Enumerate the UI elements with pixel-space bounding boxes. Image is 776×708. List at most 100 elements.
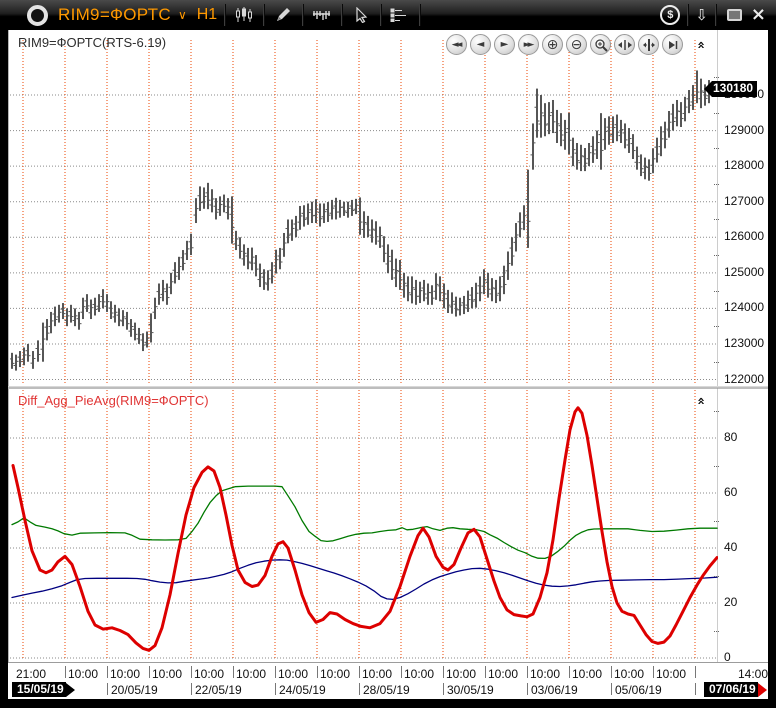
restore-window-button[interactable] xyxy=(723,3,747,27)
date-label: 22/05/19 xyxy=(195,683,242,697)
time-label: 10:00 xyxy=(446,667,476,681)
indicator-histogram-icon[interactable] xyxy=(310,3,334,27)
price-tick-label: 122000 xyxy=(724,372,764,386)
price-tag-arrow-icon xyxy=(704,81,712,97)
time-tick xyxy=(233,666,234,678)
time-label: 10:00 xyxy=(152,667,182,681)
time-tick xyxy=(359,683,360,695)
indicator-panel: Diff_Agg_PieAvg(RIM9=ФОРТС) » 806040200 xyxy=(8,388,768,662)
ohlc-bars xyxy=(10,70,712,370)
time-tick xyxy=(653,666,654,678)
scroll-to-end-button[interactable] xyxy=(662,34,683,55)
price-panel-title: RIM9=ФОРТС(RTS-6.19) xyxy=(18,35,166,50)
collapse-price-panel-button[interactable]: » xyxy=(695,41,709,49)
date-label: 20/05/19 xyxy=(111,683,158,697)
toolbar-separator xyxy=(380,4,381,26)
window-titlebar: RIM9=ФОРТС ∨ H1 xyxy=(0,0,776,31)
chart-nav-toolbar: ◄◄◄►►►⊕⊖ xyxy=(446,34,683,55)
time-label: 10:00 xyxy=(614,667,644,681)
indicator-chart-svg[interactable] xyxy=(10,388,718,662)
time-label: 10:00 xyxy=(656,667,686,681)
indicator-tick-label: 80 xyxy=(724,430,737,444)
price-tick-label: 128000 xyxy=(724,158,764,172)
range-end-date-tag: 07/06/19 xyxy=(704,682,767,697)
toolbar-separator xyxy=(263,4,264,26)
time-tick xyxy=(191,666,192,678)
minor-tick xyxy=(714,466,719,467)
date-label: 28/05/19 xyxy=(363,683,410,697)
zoom-box-button[interactable] xyxy=(590,34,611,55)
time-tick xyxy=(191,683,192,695)
collapse-indicator-panel-button[interactable]: » xyxy=(695,397,709,405)
levels-list-icon[interactable] xyxy=(388,3,412,27)
scroll-left-button[interactable]: ◄ xyxy=(470,34,491,55)
price-tick-label: 123000 xyxy=(724,336,764,350)
compress-horizontal-button[interactable] xyxy=(614,34,635,55)
minor-tick xyxy=(714,362,719,363)
symbol-label[interactable]: RIM9=ФОРТС xyxy=(58,5,171,25)
time-tick xyxy=(695,683,696,695)
time-tick xyxy=(569,666,570,678)
minor-tick xyxy=(714,411,719,412)
minor-tick xyxy=(714,326,719,327)
price-tick-label: 126000 xyxy=(724,229,764,243)
symbol-dropdown-icon[interactable]: ∨ xyxy=(178,8,187,22)
indicator-tick-label: 0 xyxy=(724,650,731,664)
time-label: 10:00 xyxy=(194,667,224,681)
date-label: 03/06/19 xyxy=(531,683,578,697)
corner-time-label: 14:00 xyxy=(738,667,768,681)
chart-client-area: RIM9=ФОРТС(RTS-6.19) ◄◄◄►►►⊕⊖ » 13000012… xyxy=(8,30,768,698)
chart-window: RIM9=ФОРТС ∨ H1 xyxy=(0,0,776,708)
date-label: 30/05/19 xyxy=(447,683,494,697)
toolbar-separator xyxy=(715,4,716,26)
minor-tick xyxy=(714,255,719,256)
indicator-tick-label: 40 xyxy=(724,540,737,554)
scroll-fast-right-button[interactable]: ►► xyxy=(518,34,539,55)
candlestick-chart-icon[interactable] xyxy=(232,3,256,27)
price-tick-label: 127000 xyxy=(724,194,764,208)
start-tag-arrow-icon xyxy=(66,683,75,697)
scroll-fast-left-button[interactable]: ◄◄ xyxy=(446,34,467,55)
time-label: 10:00 xyxy=(68,667,98,681)
time-label: 10:00 xyxy=(110,667,140,681)
indicator-tick-label: 20 xyxy=(724,595,737,609)
time-tick xyxy=(611,666,612,678)
time-label: 10:00 xyxy=(278,667,308,681)
last-price-tag: 130180 xyxy=(704,81,757,97)
toolbar-separator xyxy=(341,4,342,26)
time-tick xyxy=(359,666,360,678)
scroll-right-button[interactable]: ► xyxy=(494,34,515,55)
account-dollar-icon[interactable]: $ xyxy=(660,5,680,25)
zoom-out-button[interactable]: ⊖ xyxy=(566,34,587,55)
end-tag-arrow-icon xyxy=(758,683,767,697)
time-label: 21:00 xyxy=(16,667,46,681)
minor-tick xyxy=(714,291,719,292)
minor-tick xyxy=(714,148,719,149)
time-label: 10:00 xyxy=(320,667,350,681)
drawing-pencil-icon[interactable] xyxy=(271,3,295,27)
app-logo-icon xyxy=(27,5,48,26)
time-tick xyxy=(65,666,66,678)
time-tick xyxy=(401,666,402,678)
time-tick xyxy=(107,666,108,678)
time-label: 10:00 xyxy=(530,667,560,681)
minor-tick xyxy=(714,184,719,185)
price-chart-svg[interactable] xyxy=(10,30,718,386)
range-start-date-tag: 15/05/19 xyxy=(12,682,75,697)
compress-vertical-button[interactable] xyxy=(638,34,659,55)
zoom-in-button[interactable]: ⊕ xyxy=(542,34,563,55)
time-axis[interactable]: 15/05/19 07/06/19 14:00 21:00 10:00 10:00 1… xyxy=(8,662,768,699)
download-data-icon[interactable]: ⇩ xyxy=(695,6,708,24)
minor-tick xyxy=(714,219,719,220)
toolbar-separator xyxy=(224,4,225,26)
time-tick xyxy=(485,666,486,678)
time-label: 10:00 xyxy=(362,667,392,681)
time-label: 10:00 xyxy=(236,667,266,681)
time-tick xyxy=(275,683,276,695)
timeframe-label[interactable]: H1 xyxy=(197,6,217,24)
cursor-pointer-icon[interactable] xyxy=(349,3,373,27)
toolbar-separator xyxy=(419,4,420,26)
minor-tick xyxy=(714,631,719,632)
close-window-button[interactable]: × xyxy=(751,6,766,24)
time-tick xyxy=(275,666,276,678)
